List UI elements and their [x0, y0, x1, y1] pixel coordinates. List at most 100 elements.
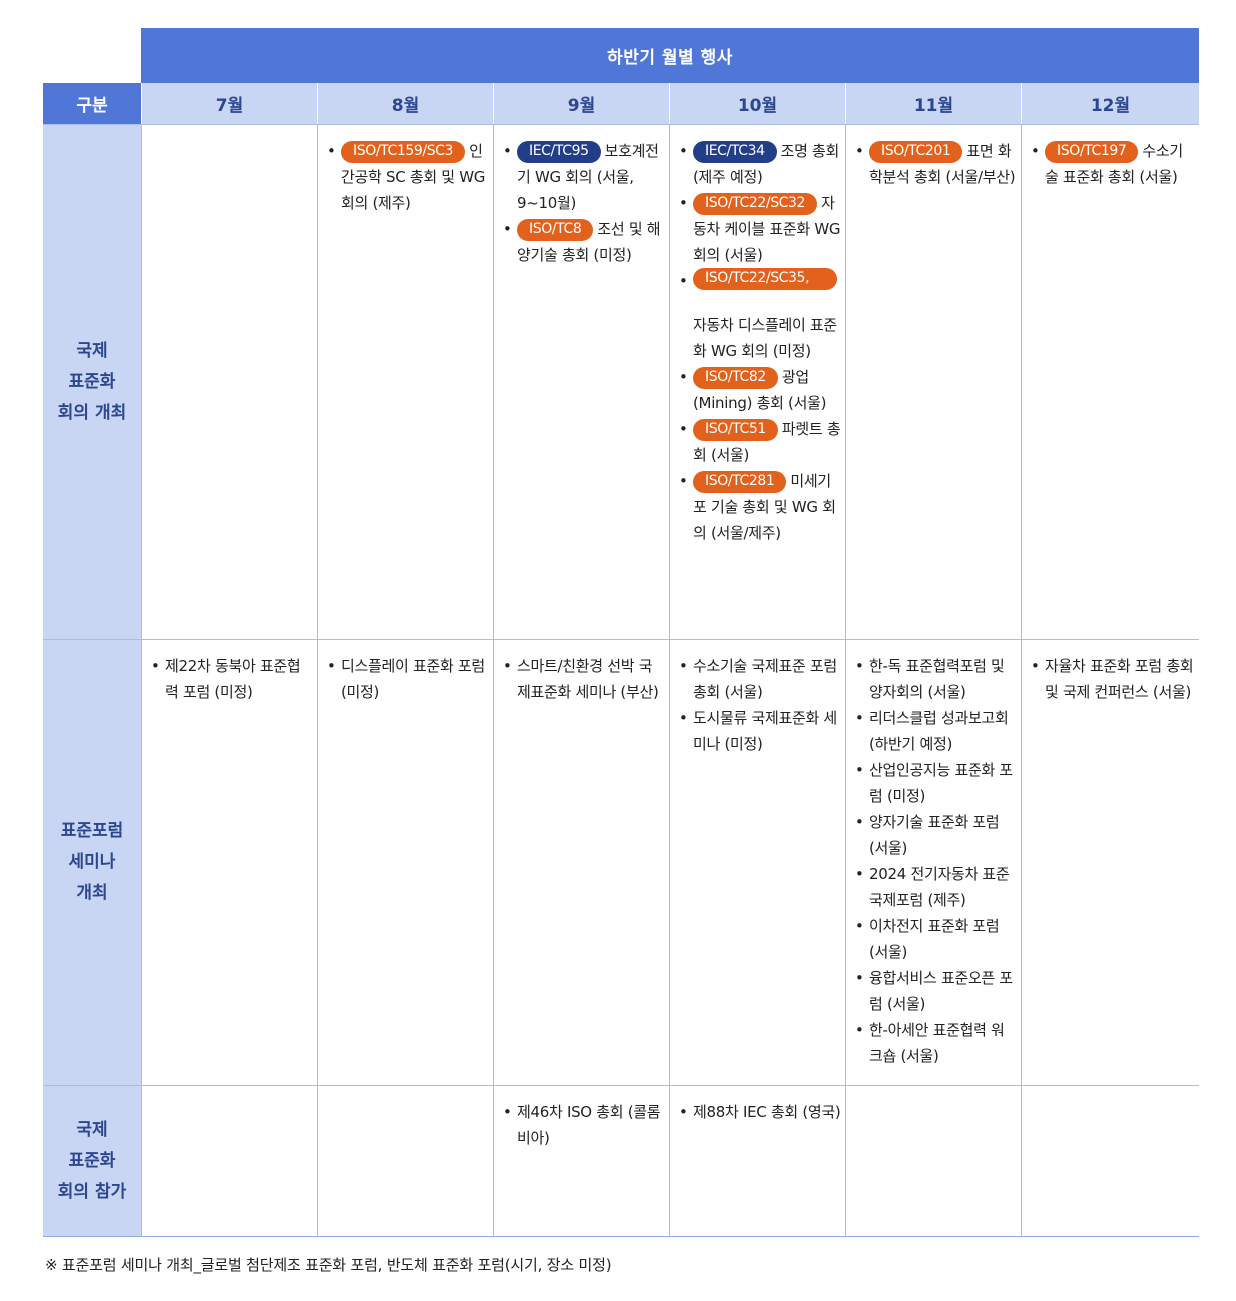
event-text: 융합서비스 표준오픈 포럼 (서울) [869, 969, 1013, 1013]
event-list: 한-독 표준협력포럼 및 양자회의 (서울) 리더스클럽 성과보고회 (하반기 예… [855, 653, 1017, 1069]
committee-badge: IEC/TC34 [693, 141, 777, 163]
event-text: 자동차 케이블 표준화 WG 회의 (서울) [693, 194, 841, 264]
cell: 디스플레이 표준화 포럼 (미정) [317, 639, 493, 1085]
event-text: 디스플레이 표준화 포럼 (미정) [341, 657, 485, 701]
event-text: 파렛트 총회 (서울) [693, 420, 841, 464]
committee-badge: ISO/TC159/SC3 [341, 141, 466, 163]
event-text: 자동차 디스플레이 표준화 WG 회의 (미정) [693, 316, 837, 360]
event-item: 양자기술 표준화 포럼 (서울) [855, 809, 1017, 861]
committee-badge: IEC/TC95 [517, 141, 601, 163]
event-text: 도시물류 국제표준화 세미나 (미정) [693, 709, 837, 753]
event-item: 디스플레이 표준화 포럼 (미정) [327, 653, 489, 705]
event-list: 제46차 ISO 총회 (콜롬비아) [503, 1099, 665, 1151]
event-item: ISO/TC22/SC35, SC39 자동차 디스플레이 표준화 WG 회의 (… [679, 268, 841, 364]
committee-badge: ISO/TC281 [693, 471, 787, 493]
committee-badge: ISO/TC82 [693, 367, 778, 389]
event-item: 스마트/친환경 선박 국제표준화 세미나 (부산) [503, 653, 665, 705]
committee-badge: ISO/TC197 [1045, 141, 1139, 163]
row-label-meeting-host: 국제 표준화 회의 개최 [43, 124, 141, 639]
event-text: 수소기술 국제표준 포럼 총회 (서울) [693, 657, 837, 701]
committee-badge: ISO/TC51 [693, 419, 778, 441]
event-list: 제22차 동북아 표준협력 포럼 (미정) [151, 653, 313, 705]
month-header-sep: 9월 [493, 83, 669, 124]
month-header-oct: 10월 [669, 83, 845, 124]
committee-badge: ISO/TC8 [517, 219, 594, 241]
category-header: 구분 [43, 83, 141, 124]
table-banner: 하반기 월별 행사 [141, 28, 1199, 83]
event-text: 한-아세안 표준협력 워크숍 (서울) [869, 1021, 1005, 1065]
event-text: 한-독 표준협력포럼 및 양자회의 (서울) [869, 657, 1005, 701]
event-text: 조명 총회 (제주 예정) [693, 142, 840, 186]
event-list: 스마트/친환경 선박 국제표준화 세미나 (부산) [503, 653, 665, 705]
event-text: 제46차 ISO 총회 (콜롬비아) [517, 1103, 661, 1147]
event-list: 제88차 IEC 총회 (영국) [679, 1099, 841, 1125]
cell [317, 1085, 493, 1237]
event-item: 제88차 IEC 총회 (영국) [679, 1099, 841, 1125]
event-text: 광업(Mining) 총회 (서울) [693, 368, 827, 412]
committee-badge: ISO/TC22/SC32 [693, 193, 818, 215]
row-label-forum-seminar: 표준포럼 세미나 개최 [43, 639, 141, 1085]
event-item: 자율차 표준화 포럼 총회 및 국제 컨퍼런스 (서울) [1031, 653, 1195, 705]
event-item: 산업인공지능 표준화 포럼 (미정) [855, 757, 1017, 809]
month-header-dec: 12월 [1021, 83, 1199, 124]
cell [141, 1085, 317, 1237]
event-item: 도시물류 국제표준화 세미나 (미정) [679, 705, 841, 757]
event-text: 2024 전기자동차 표준 국제포럼 (제주) [869, 865, 1010, 909]
committee-badge: ISO/TC22/SC35, SC39 [693, 268, 837, 307]
event-text: 양자기술 표준화 포럼 (서울) [869, 813, 1000, 857]
event-item: 이차전지 표준화 포럼 (서울) [855, 913, 1017, 965]
event-item: 한-독 표준협력포럼 및 양자회의 (서울) [855, 653, 1017, 705]
month-header-nov: 11월 [845, 83, 1021, 124]
event-item: 수소기술 국제표준 포럼 총회 (서울) [679, 653, 841, 705]
event-text: 제88차 IEC 총회 (영국) [693, 1103, 841, 1121]
event-text: 스마트/친환경 선박 국제표준화 세미나 (부산) [517, 657, 659, 701]
cell: 스마트/친환경 선박 국제표준화 세미나 (부산) [493, 639, 669, 1085]
event-item: 한-아세안 표준협력 워크숍 (서울) [855, 1017, 1017, 1069]
event-text: 보호계전기 WG 회의 (서울, 9~10월) [517, 142, 659, 212]
event-item: 리더스클럽 성과보고회 (하반기 예정) [855, 705, 1017, 757]
event-item: 2024 전기자동차 표준 국제포럼 (제주) [855, 861, 1017, 913]
event-list: 수소기술 국제표준 포럼 총회 (서울) 도시물류 국제표준화 세미나 (미정) [679, 653, 841, 757]
cell [845, 1085, 1021, 1237]
event-text: 자율차 표준화 포럼 총회 및 국제 컨퍼런스 (서울) [1045, 657, 1194, 701]
month-header-jul: 7월 [141, 83, 317, 124]
cell: 수소기술 국제표준 포럼 총회 (서울) 도시물류 국제표준화 세미나 (미정) [669, 639, 845, 1085]
committee-badge: ISO/TC201 [869, 141, 963, 163]
event-text: 수소기술 표준화 총회 (서울) [1045, 142, 1183, 186]
cell [141, 124, 317, 639]
event-text: 미세기포 기술 총회 및 WG 회의 (서울/제주) [693, 472, 836, 542]
cell: 한-독 표준협력포럼 및 양자회의 (서울) 리더스클럽 성과보고회 (하반기 예… [845, 639, 1021, 1085]
event-text: 제22차 동북아 표준협력 포럼 (미정) [165, 657, 301, 701]
cell: 제88차 IEC 총회 (영국) [669, 1085, 845, 1237]
footnote: ※ 표준포럼 세미나 개최_글로벌 첨단제조 표준화 포럼, 반도체 표준화 포… [45, 1256, 612, 1274]
event-item: 융합서비스 표준오픈 포럼 (서울) [855, 965, 1017, 1017]
event-list: 디스플레이 표준화 포럼 (미정) [327, 653, 489, 705]
cell [1021, 1085, 1199, 1237]
event-text: 인간공학 SC 총회 및 WG 회의 (제주) [341, 142, 486, 212]
event-schedule-table: 하반기 월별 행사 구분 7월 8월 9월 10월 11월 12월 국제 표준화… [43, 28, 1199, 1237]
event-text: 표면 화학분석 총회 (서울/부산) [869, 142, 1016, 186]
event-list: 자율차 표준화 포럼 총회 및 국제 컨퍼런스 (서울) [1031, 653, 1195, 705]
event-text: 산업인공지능 표준화 포럼 (미정) [869, 761, 1013, 805]
event-text: 리더스클럽 성과보고회 (하반기 예정) [869, 709, 1009, 753]
cell: 제46차 ISO 총회 (콜롬비아) [493, 1085, 669, 1237]
